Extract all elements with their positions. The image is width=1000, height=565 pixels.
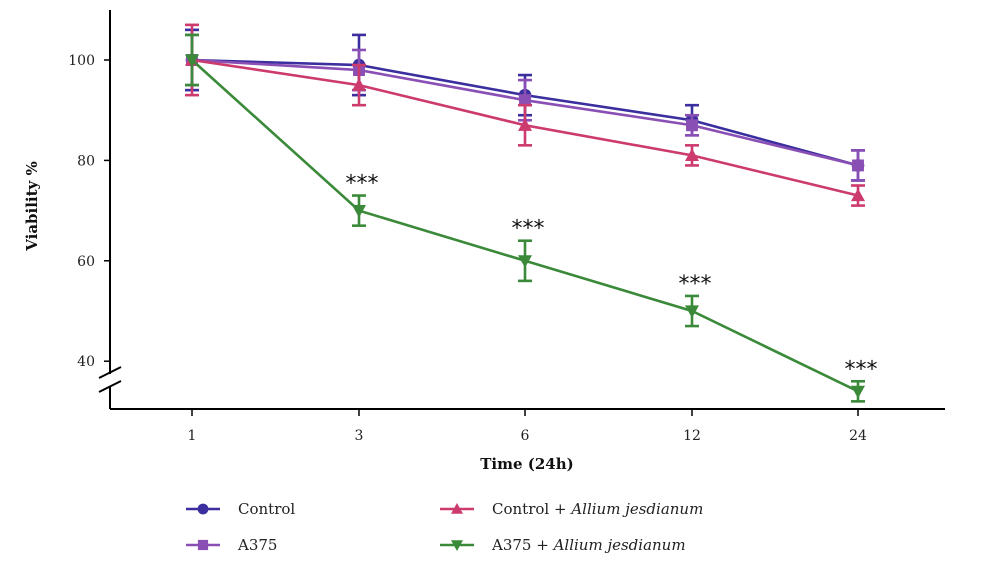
legend-label: Control	[238, 500, 295, 518]
y-tick-label: 40	[77, 354, 95, 370]
data-point-marker	[451, 540, 463, 551]
data-point-marker	[185, 54, 199, 67]
legend-item: Control	[186, 500, 295, 518]
legend-label-text: Control +	[492, 500, 571, 518]
x-tick-label: 6	[521, 428, 530, 444]
significance-marker: ***	[512, 217, 545, 242]
data-point-marker	[197, 503, 209, 515]
data-point-marker	[518, 118, 532, 131]
legend-item: A375 + Allium jesdianum	[440, 536, 686, 554]
data-point-marker	[851, 188, 865, 202]
data-point-marker	[852, 159, 864, 172]
legend-label: A375 + Allium jesdianum	[491, 536, 686, 554]
series-3	[185, 33, 865, 403]
data-point-marker	[352, 205, 366, 218]
legend-label: A375	[237, 536, 277, 554]
series-2	[185, 23, 865, 207]
y-tick-label: 80	[77, 153, 95, 169]
legend-label-text: A375 +	[491, 536, 554, 554]
significance-marker: ***	[679, 272, 712, 297]
data-point-marker	[451, 503, 463, 514]
x-axis-ticks: 1 3 6 12 24	[188, 409, 867, 444]
y-tick-label: 100	[68, 53, 95, 69]
data-point-marker	[851, 385, 865, 399]
legend-item: A375	[186, 536, 277, 554]
legend-label-species: Allium jesdianum	[552, 536, 686, 554]
y-axis-break-mark	[98, 366, 122, 379]
data-point-marker	[518, 255, 532, 268]
y-axis-title: Viability %	[23, 161, 41, 252]
data-point-marker	[519, 94, 531, 107]
x-tick-label: 12	[683, 428, 701, 444]
significance-marker: ***	[346, 172, 379, 197]
plot-area	[185, 23, 865, 403]
data-point-marker	[685, 148, 699, 161]
x-tick-label: 3	[355, 428, 364, 444]
data-point-marker	[686, 119, 698, 132]
legend-label-text: Control	[238, 500, 295, 518]
legend-label-text: A375	[237, 536, 277, 554]
legend-item: Control + Allium jesdianum	[440, 500, 703, 518]
y-axis-break-mark	[98, 380, 122, 393]
y-axis-ticks: 40 60 80 100	[68, 53, 110, 370]
significance-marker: ***	[845, 357, 878, 382]
data-point-marker	[352, 78, 366, 91]
significance-annotations: *** *** *** ***	[346, 172, 878, 383]
x-tick-label: 1	[188, 428, 197, 444]
x-axis-title: Time (24h)	[480, 455, 573, 473]
data-point-marker	[685, 305, 699, 318]
y-tick-label: 60	[77, 254, 95, 270]
legend-label-species: Allium jesdianum	[569, 500, 703, 518]
data-point-marker	[197, 539, 209, 551]
legend-label: Control + Allium jesdianum	[492, 500, 703, 518]
x-tick-label: 24	[849, 428, 867, 444]
